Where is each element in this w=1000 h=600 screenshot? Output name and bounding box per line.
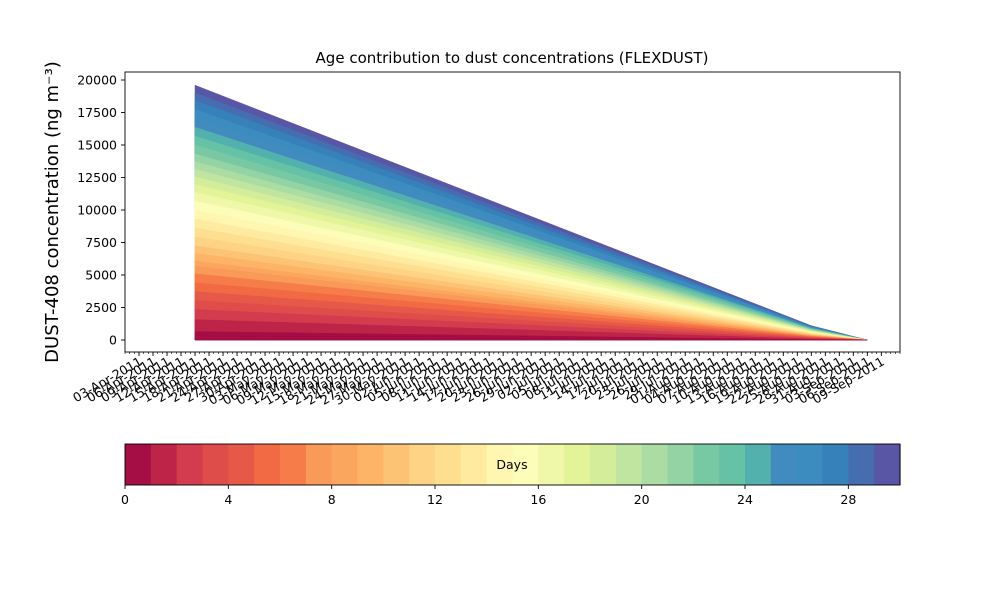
colorbar-segment: [693, 444, 720, 485]
y-tick-label: 2500: [85, 300, 117, 315]
colorbar-segment: [176, 444, 204, 485]
colorbar-segment: [254, 444, 281, 485]
y-axis-label: DUST-408 concentration (ng m⁻³): [42, 61, 63, 363]
colorbar-segment: [486, 444, 514, 485]
colorbar-segment: [822, 444, 849, 485]
colorbar-segment: [538, 444, 565, 485]
colorbar-segment: [564, 444, 591, 485]
colorbar-segment: [202, 444, 229, 485]
colorbar-segment: [409, 444, 436, 485]
y-tick-label: 7500: [85, 235, 117, 250]
y-tick-label: 12500: [77, 170, 117, 185]
x-axis: 03-Apr-201106-Apr-201109-Apr-201112-Apr-…: [70, 352, 901, 408]
y-tick-label: 0: [109, 333, 117, 348]
colorbar-segment: [435, 444, 462, 485]
colorbar-frame: [124, 443, 901, 486]
colorbar-segment: [512, 444, 539, 485]
colorbar-segment: [280, 444, 307, 485]
colorbar-segment: [615, 444, 643, 485]
chart-title: Age contribution to dust concentrations …: [316, 49, 709, 67]
y-tick-label: 10000: [77, 203, 117, 218]
colorbar-segment: [331, 444, 359, 485]
colorbar-tick-label: 12: [427, 492, 443, 507]
colorbar-segment: [796, 444, 824, 485]
colorbar-tick-label: 28: [840, 492, 856, 507]
colorbar-tick-label: 4: [224, 492, 232, 507]
colorbar-tick-label: 0: [121, 492, 129, 507]
y-tick-label: 20000: [77, 73, 117, 88]
colorbar-tick-label: 16: [530, 492, 546, 507]
y-tick-label: 5000: [85, 268, 117, 283]
y-axis: 0 2500 5000 7500 10000 12500 15000 17500 20000: [77, 73, 125, 348]
age-band-0: [194, 335, 868, 341]
colorbar-tick-label: 20: [634, 492, 650, 507]
colorbar-segment: [641, 444, 669, 485]
colorbar-segment: [228, 444, 255, 485]
colorbar-segment: [357, 444, 384, 485]
colorbar-segment: [125, 444, 152, 485]
y-tick-label: 17500: [77, 105, 117, 120]
colorbar-segment: [770, 444, 798, 485]
colorbar-segment: [874, 444, 901, 485]
colorbar-segment: [305, 444, 333, 485]
colorbar: 0 4 8 12 16 20 24 28 Days: [121, 443, 901, 507]
colorbar-segment: [590, 444, 617, 485]
colorbar-segment: [719, 444, 746, 485]
colorbar-segment: [150, 444, 178, 485]
colorbar-segment: [745, 444, 772, 485]
colorbar-tick-label: 24: [737, 492, 753, 507]
colorbar-segment: [460, 444, 488, 485]
colorbar-segment: [848, 444, 875, 485]
y-tick-label: 15000: [77, 138, 117, 153]
colorbar-tick-label: 8: [328, 492, 336, 507]
colorbar-segment: [383, 444, 410, 485]
stacked-area-bands: [194, 84, 868, 341]
colorbar-segment: [667, 444, 694, 485]
colorbar-label: Days: [496, 457, 527, 472]
